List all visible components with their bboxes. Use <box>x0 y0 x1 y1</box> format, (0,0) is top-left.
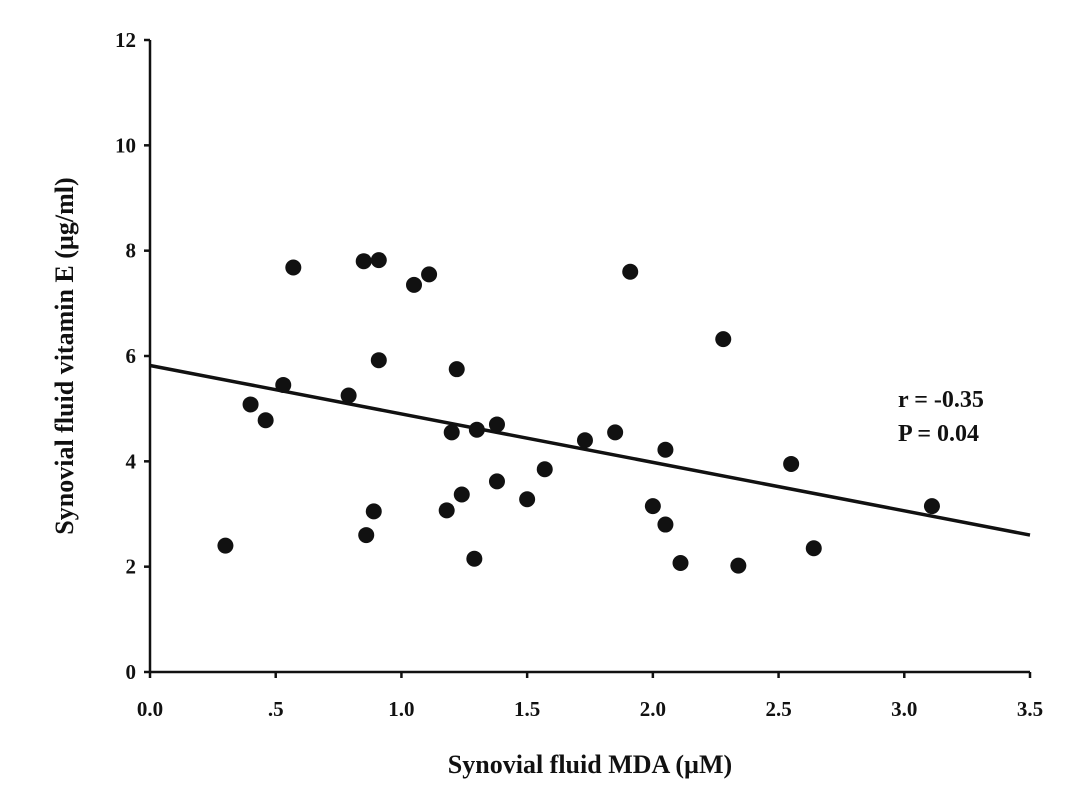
data-point <box>923 498 940 515</box>
y-tick-label: 6 <box>126 344 137 368</box>
data-point <box>355 253 372 270</box>
y-ticks: 0 2 4 6 8 10 12 <box>115 28 150 684</box>
data-points <box>217 252 940 574</box>
x-tick-label: 1.0 <box>388 697 414 721</box>
data-point <box>242 396 259 413</box>
data-point <box>607 424 624 441</box>
data-point <box>488 473 505 490</box>
data-point <box>576 432 593 449</box>
correlation-r-annotation: r = -0.35 <box>898 387 984 413</box>
x-tick-label: 2.5 <box>765 697 791 721</box>
data-point <box>448 361 465 378</box>
data-point <box>421 266 438 283</box>
data-point <box>358 527 375 544</box>
data-point <box>370 252 387 269</box>
y-tick-label: 4 <box>126 449 137 473</box>
x-tick-label: .5 <box>268 697 284 721</box>
data-point <box>453 486 470 503</box>
x-tick-label: 3.0 <box>891 697 917 721</box>
y-tick-label: 8 <box>126 239 137 263</box>
y-tick-label: 2 <box>126 555 137 579</box>
data-point <box>466 550 483 567</box>
data-point <box>657 441 674 458</box>
data-point <box>715 331 732 348</box>
y-tick-label: 10 <box>115 133 136 157</box>
data-point <box>275 376 292 393</box>
x-ticks: 0.0 .5 1.0 1.5 2.0 2.5 3.0 3.5 <box>137 672 1043 721</box>
x-tick-label: 1.5 <box>514 697 540 721</box>
regression-line <box>149 363 1031 537</box>
data-point <box>443 424 460 441</box>
x-tick-label: 3.5 <box>1017 697 1043 721</box>
data-point <box>285 259 302 276</box>
data-point <box>370 352 387 369</box>
axes <box>148 40 1030 674</box>
data-point <box>672 554 689 571</box>
data-point <box>488 416 505 433</box>
y-axis-title: Synovial fluid vitamin E (µg/ml) <box>50 177 79 534</box>
data-point <box>657 516 674 533</box>
y-tick-label: 12 <box>115 28 136 52</box>
data-point <box>783 455 800 472</box>
data-point <box>805 540 822 557</box>
x-tick-label: 2.0 <box>640 697 666 721</box>
x-tick-label: 0.0 <box>137 697 163 721</box>
data-point <box>536 461 553 478</box>
data-point <box>644 498 661 515</box>
p-value-annotation: P = 0.04 <box>898 421 979 447</box>
x-axis-title: Synovial fluid MDA (µM) <box>448 750 732 779</box>
data-point <box>730 557 747 574</box>
data-point <box>340 387 357 404</box>
data-point <box>438 502 455 519</box>
data-point <box>257 412 274 429</box>
data-point <box>468 421 485 438</box>
data-point <box>217 537 234 554</box>
data-point <box>519 491 536 508</box>
data-point <box>622 263 639 280</box>
y-tick-label: 0 <box>126 660 137 684</box>
data-point <box>406 276 422 293</box>
data-point <box>365 503 382 520</box>
